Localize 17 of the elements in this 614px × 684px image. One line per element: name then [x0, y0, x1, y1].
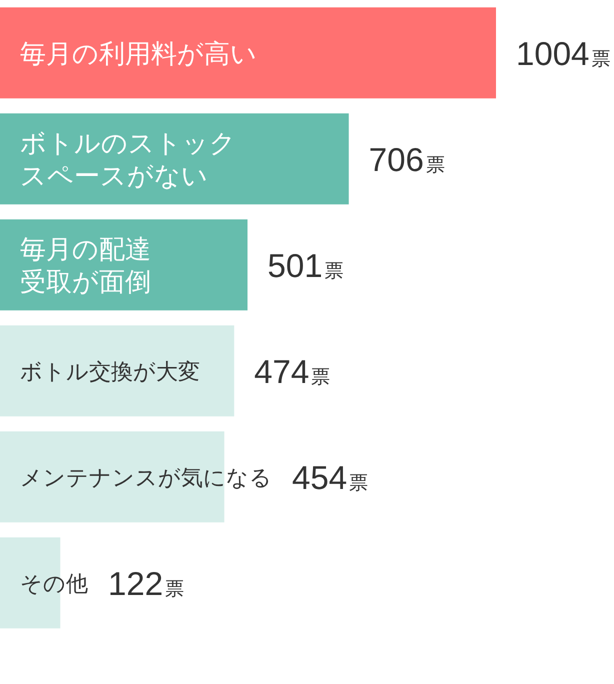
- bar: [0, 7, 496, 98]
- bar: [0, 325, 234, 416]
- y-tick-label: 毎月の配達受取が面倒: [20, 234, 151, 297]
- data-label: 1004票: [516, 34, 610, 72]
- data-label: 454票: [292, 458, 368, 496]
- y-tick-label: 毎月の利用料が高い: [20, 38, 257, 68]
- bar: [0, 113, 349, 204]
- y-tick-label: ボトル交換が大変: [20, 358, 200, 384]
- data-label: 501票: [268, 246, 344, 284]
- data-label: 706票: [368, 140, 445, 178]
- y-tick-label: メンテナンスが気になる: [20, 464, 272, 490]
- bar: [0, 219, 248, 310]
- data-label: 474票: [254, 352, 330, 390]
- data-label: 122票: [108, 564, 184, 602]
- y-tick-label: その他: [20, 570, 88, 596]
- y-tick-label: ボトルのストックスペースがない: [20, 128, 236, 191]
- bar: [0, 431, 224, 522]
